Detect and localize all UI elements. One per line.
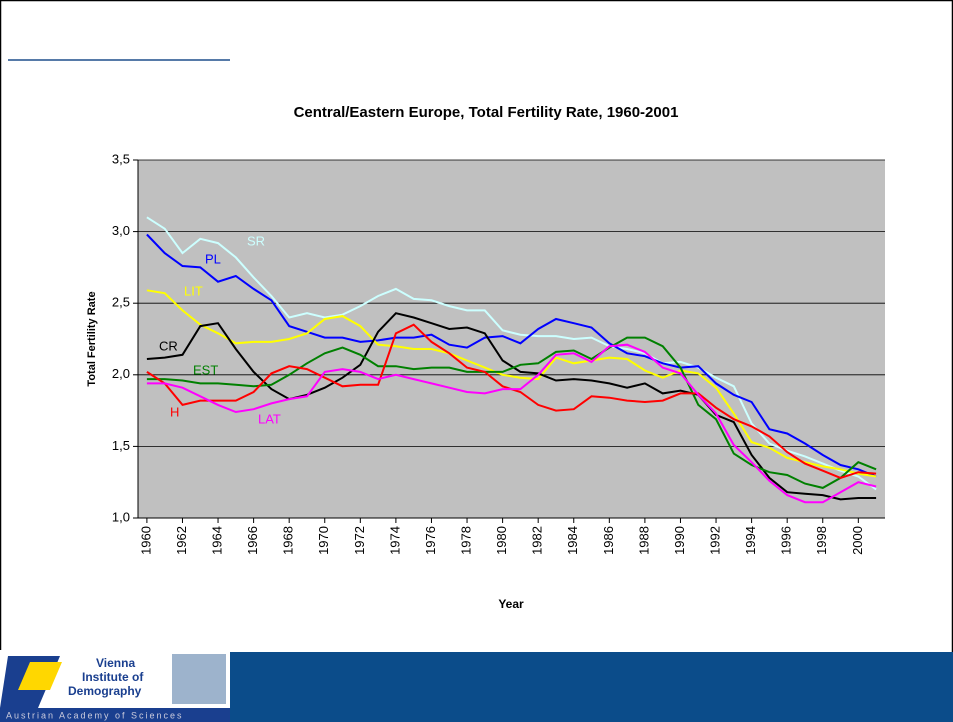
x-tick-label: 1962	[174, 526, 189, 555]
x-tick-label: 1972	[352, 526, 367, 555]
series-line	[146, 312, 877, 501]
logo-building	[172, 654, 226, 704]
x-tick-label: 1994	[743, 526, 758, 555]
x-tick-label: 1974	[387, 526, 402, 555]
x-axis-label: Year	[498, 597, 524, 611]
y-tick-label: 1,0	[112, 509, 130, 524]
x-tick-label: 1976	[423, 526, 438, 555]
x-tick-label: 1984	[565, 526, 580, 555]
x-tick-label: 1968	[281, 526, 296, 555]
series-label: H	[170, 404, 179, 419]
x-tick-label: 1990	[672, 526, 687, 555]
logo-text: Vienna	[96, 656, 135, 670]
logo-subtitle: Austrian Academy of Sciences	[6, 710, 184, 720]
x-tick-label: 1960	[138, 526, 153, 555]
y-tick-label: 3,0	[112, 223, 130, 238]
x-tick-label: 1998	[814, 526, 829, 555]
y-tick-label: 1,5	[112, 438, 130, 453]
x-tick-label: 1988	[636, 526, 651, 555]
series-label: LIT	[184, 283, 203, 298]
y-tick-label: 3,5	[112, 151, 130, 166]
series-label: CR	[159, 338, 178, 353]
series-line	[146, 343, 877, 504]
logo-text: Demography	[68, 684, 142, 698]
logo-mark	[18, 662, 62, 690]
series-label: PL	[205, 251, 221, 266]
y-tick-label: 2,0	[112, 366, 130, 381]
series-label: SR	[247, 233, 265, 248]
x-tick-label: 1966	[245, 526, 260, 555]
x-tick-label: 1986	[601, 526, 616, 555]
x-tick-label: 1982	[530, 526, 545, 555]
logo-text: Institute of	[82, 670, 144, 684]
y-axis-label: Total Fertility Rate	[86, 291, 98, 386]
x-tick-label: 2000	[850, 526, 865, 555]
x-tick-label: 1996	[779, 526, 794, 555]
logo-sub-band	[0, 708, 230, 722]
x-tick-label: 1970	[316, 526, 331, 555]
series-label: EST	[193, 362, 218, 377]
x-tick-label: 1964	[209, 526, 224, 555]
y-tick-label: 2,5	[112, 295, 130, 310]
x-tick-label: 1978	[458, 526, 473, 555]
series-line	[146, 216, 877, 491]
x-tick-label: 1980	[494, 526, 509, 555]
chart-title: Central/Eastern Europe, Total Fertility …	[294, 104, 679, 121]
x-tick-label: 1992	[707, 526, 722, 555]
series-line	[146, 289, 877, 478]
series-line	[146, 233, 877, 478]
series-label: LAT	[258, 411, 281, 426]
